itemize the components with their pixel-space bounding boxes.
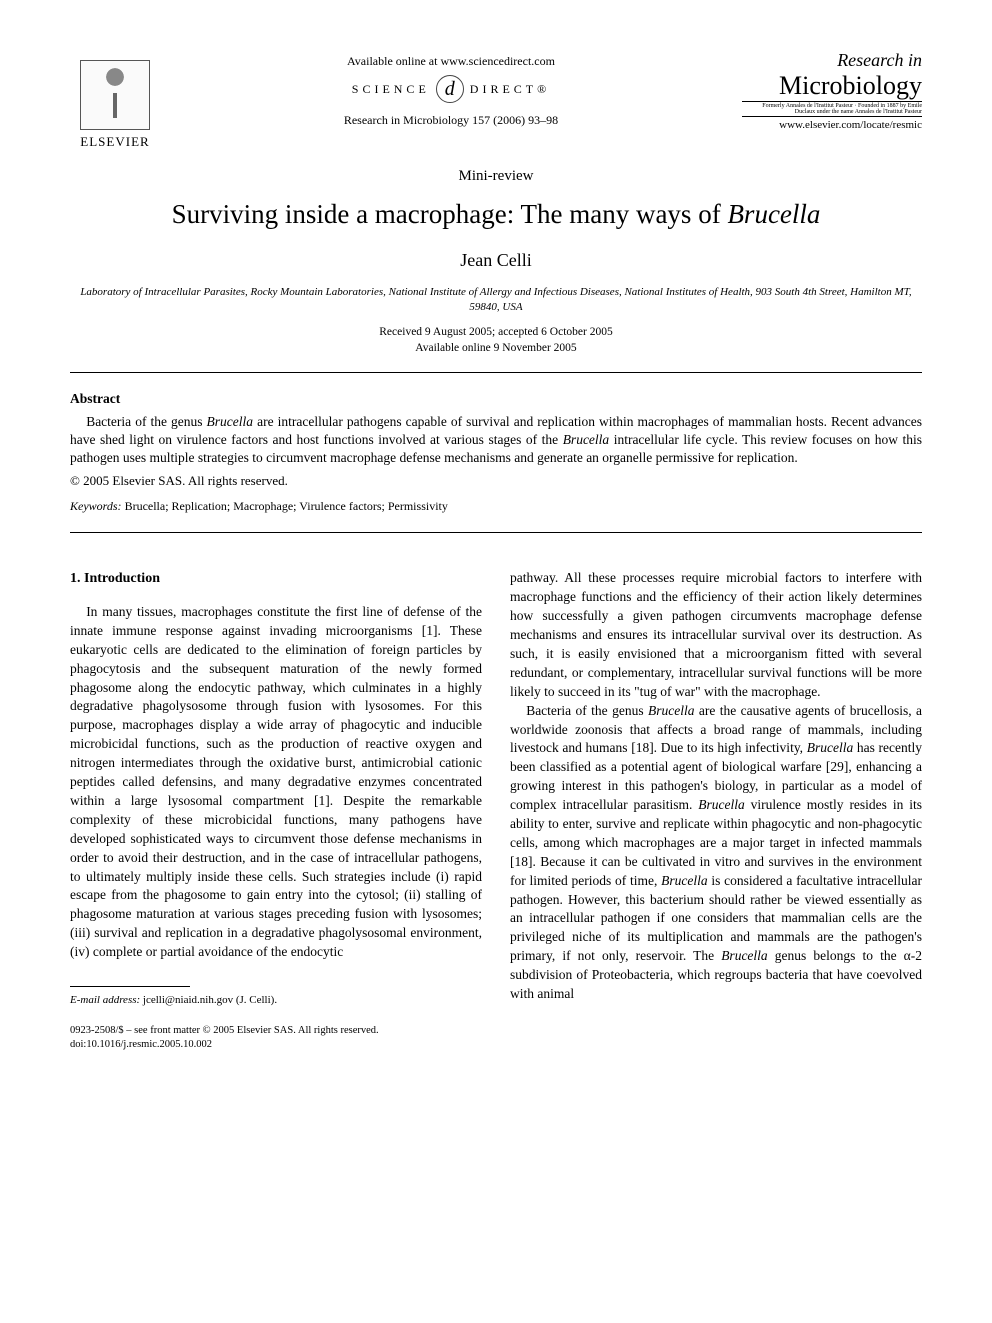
col2-para2: Bacteria of the genus Brucella are the c… bbox=[510, 702, 922, 1004]
footer-line1: 0923-2508/$ – see front matter © 2005 El… bbox=[70, 1024, 922, 1038]
header-row: ELSEVIER Available online at www.science… bbox=[70, 50, 922, 150]
footer-line2: doi:10.1016/j.resmic.2005.10.002 bbox=[70, 1038, 922, 1052]
rule-top bbox=[70, 372, 922, 373]
abstract-body: Bacteria of the genus Brucella are intra… bbox=[70, 413, 922, 468]
section-1-heading: 1. Introduction bbox=[70, 569, 482, 589]
footnote: E-mail address: jcelli@niaid.nih.gov (J.… bbox=[70, 993, 482, 1008]
rule-bottom bbox=[70, 532, 922, 533]
available-date: Available online 9 November 2005 bbox=[70, 342, 922, 354]
footnote-rule bbox=[70, 986, 190, 987]
elsevier-text: ELSEVIER bbox=[80, 134, 149, 150]
c2h: Brucella bbox=[661, 873, 708, 888]
author-name: Jean Celli bbox=[70, 250, 922, 271]
article-title: Surviving inside a macrophage: The many … bbox=[70, 199, 922, 230]
c2b: Brucella bbox=[648, 703, 695, 718]
abstract-copyright: © 2005 Elsevier SAS. All rights reserved… bbox=[70, 473, 922, 489]
keywords: Keywords: Brucella; Replication; Macroph… bbox=[70, 499, 922, 514]
journal-logo: Research in Microbiology Formerly Annale… bbox=[742, 50, 922, 131]
available-online-text: Available online at www.sciencedirect.co… bbox=[160, 54, 742, 69]
abstract-heading: Abstract bbox=[70, 391, 922, 407]
c2d: Brucella bbox=[807, 740, 854, 755]
col1-para1: In many tissues, macrophages constitute … bbox=[70, 603, 482, 962]
elsevier-logo: ELSEVIER bbox=[70, 50, 160, 150]
footnote-label: E-mail address: bbox=[70, 994, 140, 1006]
sd-d-icon: d bbox=[436, 75, 464, 103]
author-affiliation: Laboratory of Intracellular Parasites, R… bbox=[70, 285, 922, 316]
column-right: pathway. All these processes require mic… bbox=[510, 569, 922, 1008]
title-text: Surviving inside a macrophage: The many … bbox=[172, 199, 728, 229]
column-left: 1. Introduction In many tissues, macroph… bbox=[70, 569, 482, 1008]
c2j: Brucella bbox=[721, 948, 768, 963]
center-header: Available online at www.sciencedirect.co… bbox=[160, 50, 742, 128]
journal-url: www.elsevier.com/locate/resmic bbox=[742, 119, 922, 131]
abs-s4: Brucella bbox=[563, 432, 610, 447]
sd-right: DIRECT® bbox=[470, 82, 550, 97]
received-date: Received 9 August 2005; accepted 6 Octob… bbox=[70, 326, 922, 338]
footnote-email: jcelli@niaid.nih.gov (J. Celli). bbox=[140, 994, 277, 1006]
keywords-list: Brucella; Replication; Macrophage; Virul… bbox=[122, 499, 448, 513]
sd-left: SCIENCE bbox=[352, 82, 430, 97]
journal-logo-line1: Research in bbox=[742, 50, 922, 71]
article-type: Mini-review bbox=[70, 168, 922, 185]
abs-s2: Brucella bbox=[207, 414, 254, 429]
col2-para1: pathway. All these processes require mic… bbox=[510, 569, 922, 701]
body-columns: 1. Introduction In many tissues, macroph… bbox=[70, 569, 922, 1008]
footer-meta: 0923-2508/$ – see front matter © 2005 El… bbox=[70, 1024, 922, 1051]
keywords-label: Keywords: bbox=[70, 499, 122, 513]
title-italic: Brucella bbox=[727, 199, 820, 229]
sciencedirect-logo: SCIENCE d DIRECT® bbox=[352, 75, 550, 103]
c2f: Brucella bbox=[698, 797, 745, 812]
journal-reference: Research in Microbiology 157 (2006) 93–9… bbox=[160, 113, 742, 128]
journal-logo-line2: Microbiology bbox=[742, 71, 922, 101]
elsevier-tree-icon bbox=[80, 60, 150, 130]
c2a: Bacteria of the genus bbox=[526, 703, 648, 718]
abs-s1: Bacteria of the genus bbox=[86, 414, 206, 429]
journal-logo-subtitle: Formerly Annales de l'Institut Pasteur ·… bbox=[742, 101, 922, 117]
